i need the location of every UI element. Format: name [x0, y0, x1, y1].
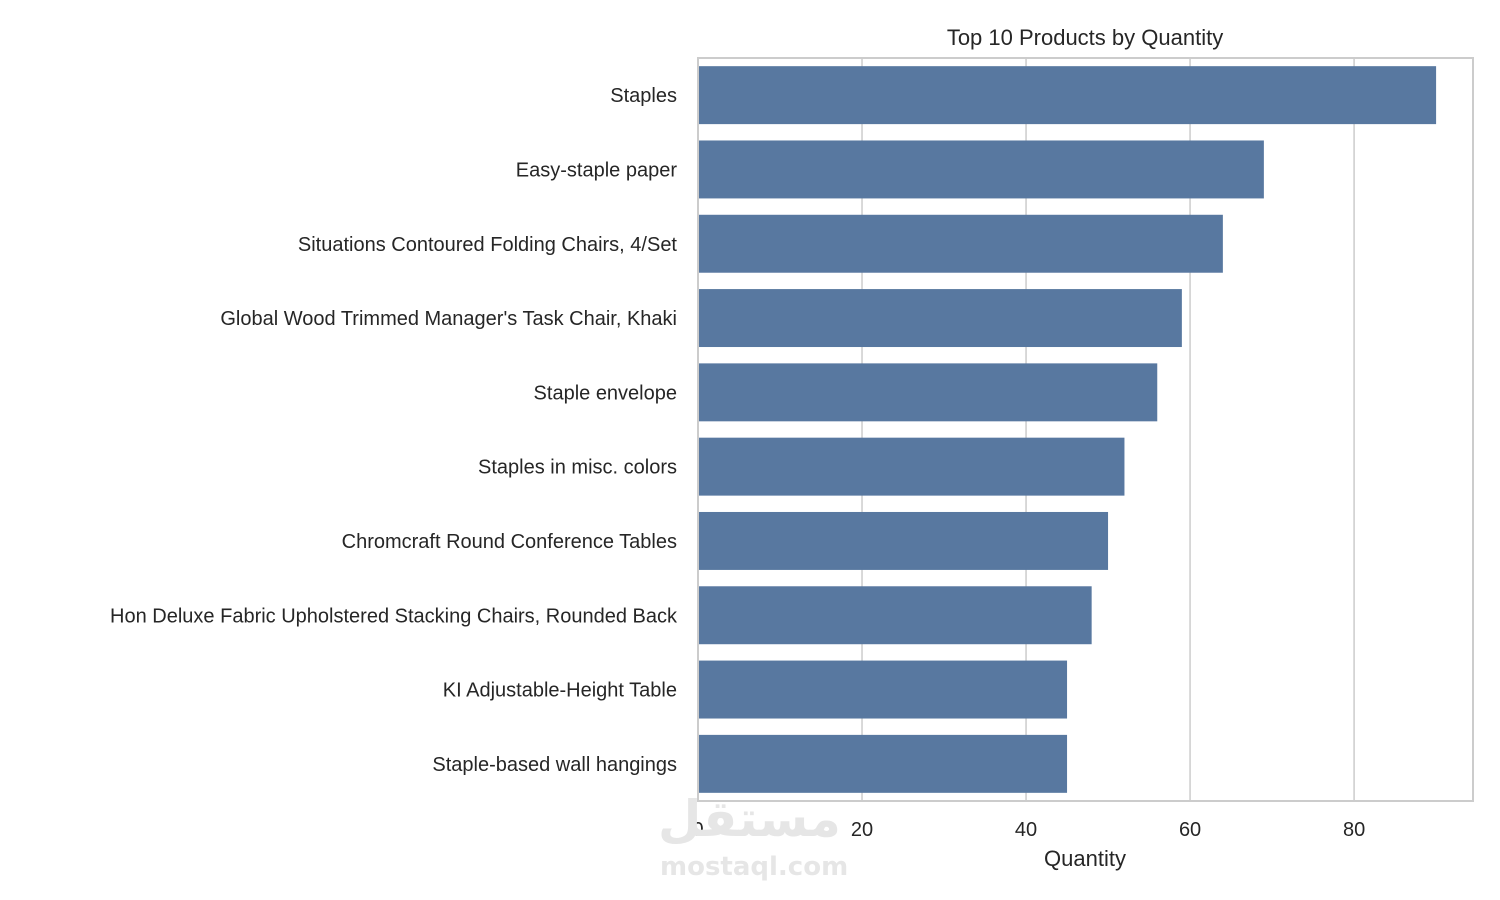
bar	[698, 511, 1109, 570]
category-label: Staples in misc. colors	[478, 457, 677, 479]
category-label: Staple-based wall hangings	[432, 754, 677, 776]
category-label: Situations Contoured Folding Chairs, 4/S…	[298, 234, 678, 256]
bar	[698, 734, 1068, 793]
x-tick-label: 20	[851, 819, 873, 841]
x-tick-label: 60	[1179, 819, 1201, 841]
category-label: Hon Deluxe Fabric Upholstered Stacking C…	[110, 605, 678, 627]
category-label: Easy-staple paper	[516, 159, 678, 181]
category-label: Staple envelope	[534, 382, 677, 404]
x-tick-label: 80	[1343, 819, 1365, 841]
watermark-logo: مستقل	[658, 790, 841, 848]
bar	[698, 660, 1068, 719]
category-label: Global Wood Trimmed Manager's Task Chair…	[220, 308, 677, 330]
category-labels: Staples Easy-staple paper Situations Conto…	[110, 85, 678, 776]
x-tick-labels: 0 20 40 60 80	[692, 819, 1365, 841]
chart-title: Top 10 Products by Quantity	[947, 25, 1223, 50]
bars	[698, 66, 1437, 793]
category-label: Chromcraft Round Conference Tables	[342, 531, 677, 553]
category-label: KI Adjustable-Height Table	[443, 680, 677, 702]
watermark-text: mostaql.com	[660, 852, 849, 882]
plot-frame	[697, 57, 1474, 802]
bar	[698, 586, 1092, 645]
bar	[698, 437, 1125, 496]
bar	[698, 214, 1223, 273]
bar	[698, 363, 1158, 422]
x-tick-label: 0	[692, 819, 703, 841]
bar	[698, 140, 1264, 199]
category-label: Staples	[610, 85, 677, 107]
bar	[698, 66, 1437, 125]
x-axis-label: Quantity	[1044, 846, 1126, 871]
x-tick-label: 40	[1015, 819, 1037, 841]
bar	[698, 289, 1182, 348]
